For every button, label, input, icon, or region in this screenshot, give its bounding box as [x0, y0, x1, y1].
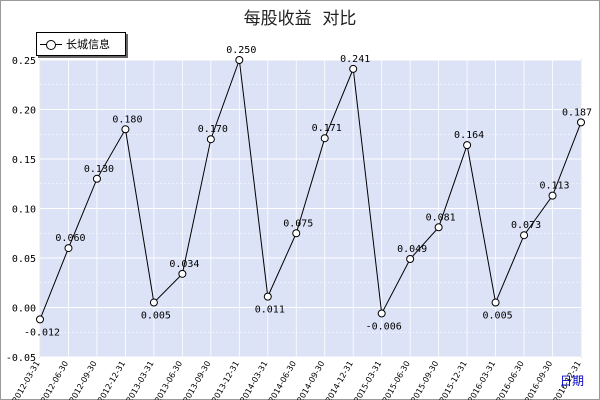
data-point — [548, 191, 557, 200]
data-point — [377, 309, 386, 318]
x-tick-label: 2014-12-31 — [324, 360, 355, 400]
data-label: 0.180 — [112, 114, 142, 125]
data-label: -0.006 — [366, 321, 402, 332]
data-point — [434, 223, 443, 232]
data-point — [235, 56, 244, 64]
y-tick-label: 0.10 — [12, 205, 36, 216]
x-tick-label: 2012-09-30 — [68, 360, 99, 400]
data-point — [92, 174, 101, 183]
data-point — [178, 269, 187, 278]
x-tick-label: 2014-09-30 — [295, 360, 326, 400]
data-point — [406, 254, 415, 263]
data-label: 0.073 — [511, 220, 541, 231]
x-tick-label: 2013-03-31 — [125, 360, 156, 400]
y-tick-label: 0.05 — [12, 254, 36, 265]
y-tick-label: 0.15 — [12, 155, 36, 166]
data-point — [463, 141, 472, 150]
x-tick-label: 2012-06-30 — [39, 360, 70, 400]
x-axis-label: 日期 — [560, 374, 585, 388]
y-tick-label: 0.25 — [12, 56, 36, 67]
data-label: 0.250 — [226, 45, 256, 56]
data-label: 0.130 — [84, 164, 114, 175]
x-tick-label: 2015-12-31 — [438, 359, 469, 400]
data-point — [64, 244, 73, 253]
x-tick-label: 2012-03-31 — [11, 360, 42, 400]
data-label: 0.170 — [198, 124, 228, 135]
x-tick-label: 2013-12-31 — [210, 360, 241, 400]
data-label: 0.081 — [426, 212, 456, 223]
series-line — [39, 59, 582, 320]
x-tick-label: 2012-12-31 — [96, 360, 127, 400]
data-point — [149, 298, 158, 307]
x-tick-label: 2015-09-30 — [409, 360, 440, 400]
data-label: 0.241 — [340, 54, 370, 65]
legend: 长城信息 — [36, 32, 126, 56]
y-tick-label: -0.05 — [6, 353, 36, 364]
data-label: 0.075 — [283, 218, 313, 229]
data-label: 0.034 — [169, 259, 199, 270]
data-label: 0.049 — [397, 244, 427, 255]
data-point — [263, 292, 272, 301]
x-tick-label: 2015-06-30 — [381, 360, 412, 400]
y-tick-label: 0.00 — [12, 304, 36, 315]
legend-label: 长城信息 — [66, 38, 110, 51]
data-point — [349, 64, 358, 73]
data-label: 0.164 — [454, 130, 484, 141]
x-tick-label: 2016-06-30 — [495, 360, 526, 400]
data-point — [577, 118, 585, 127]
data-label: 0.171 — [312, 123, 342, 134]
data-label: 0.113 — [539, 181, 569, 192]
data-point — [491, 298, 500, 307]
data-label: -0.012 — [24, 327, 60, 338]
data-label: 0.011 — [255, 305, 285, 316]
data-point — [320, 134, 329, 143]
data-label: 0.060 — [55, 233, 85, 244]
data-label: 0.187 — [562, 107, 592, 118]
data-point — [121, 125, 130, 134]
data-point — [36, 315, 44, 324]
x-tick-label: 2016-09-30 — [523, 360, 554, 400]
data-point — [292, 229, 301, 238]
data-point — [520, 231, 529, 240]
x-tick-label: 2016-03-31 — [466, 360, 497, 400]
data-label: 0.005 — [141, 311, 171, 322]
x-tick-label: 2015-03-31 — [352, 360, 383, 400]
x-tick-label: 2013-06-30 — [153, 360, 184, 400]
x-tick-label: 2014-03-31 — [238, 360, 269, 400]
legend-marker-icon — [40, 38, 62, 50]
y-tick-label: 0.20 — [12, 106, 36, 117]
chart-title: 每股收益 对比 — [243, 9, 357, 29]
data-label: 0.005 — [483, 311, 513, 322]
x-tick-label: 2013-09-30 — [182, 360, 213, 400]
data-point — [206, 135, 215, 144]
x-tick-label: 2014-06-30 — [267, 360, 298, 400]
